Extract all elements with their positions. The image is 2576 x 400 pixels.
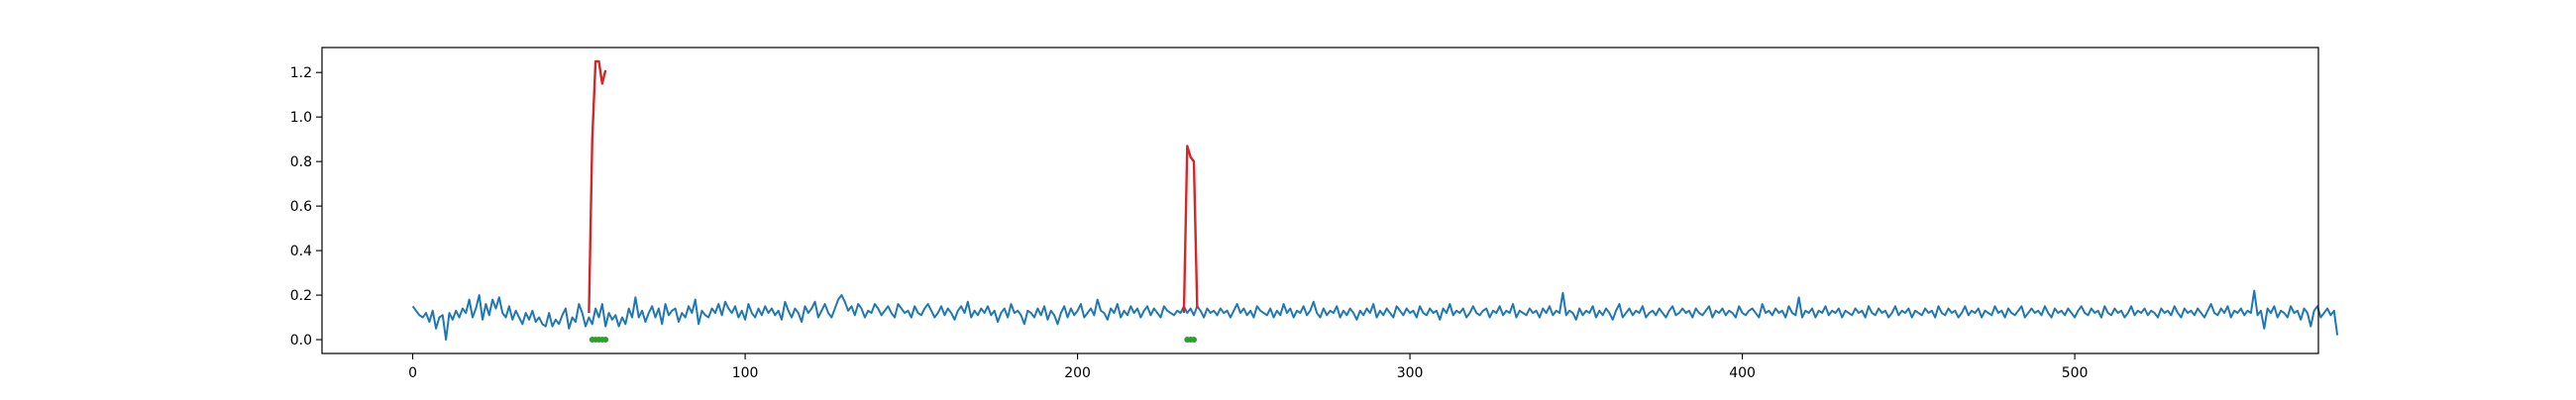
x-tick-label: 200 [1064,365,1091,381]
anomaly-segment-0 [588,59,607,314]
y-tick-label: 1.2 [290,65,312,81]
marker-point [1191,337,1198,344]
plot-area [322,48,2318,353]
plot-frame [321,47,2319,354]
y-tick-label: 0.4 [290,244,312,259]
y-tick-label: 0.0 [290,333,312,349]
series-line-0 [411,289,2339,342]
y-tick-label: 0.6 [290,199,312,215]
x-tick-label: 0 [408,365,417,381]
x-tick-label: 300 [1397,365,1424,381]
series-group [411,59,2339,344]
x-tick-label: 100 [732,365,759,381]
y-tick-label: 0.8 [290,154,312,170]
x-tick-label: 400 [1729,365,1756,381]
marker-point [602,337,609,344]
y-tick-label: 1.0 [290,110,312,126]
anomaly-segment-1 [1182,145,1199,314]
axes-group: 0 100 200 300 400 500 0.0 0.2 0.4 0.6 0.8 1.0 1.2 [290,65,2089,381]
x-tick-label: 500 [2062,365,2089,381]
y-tick-label: 0.2 [290,288,312,304]
